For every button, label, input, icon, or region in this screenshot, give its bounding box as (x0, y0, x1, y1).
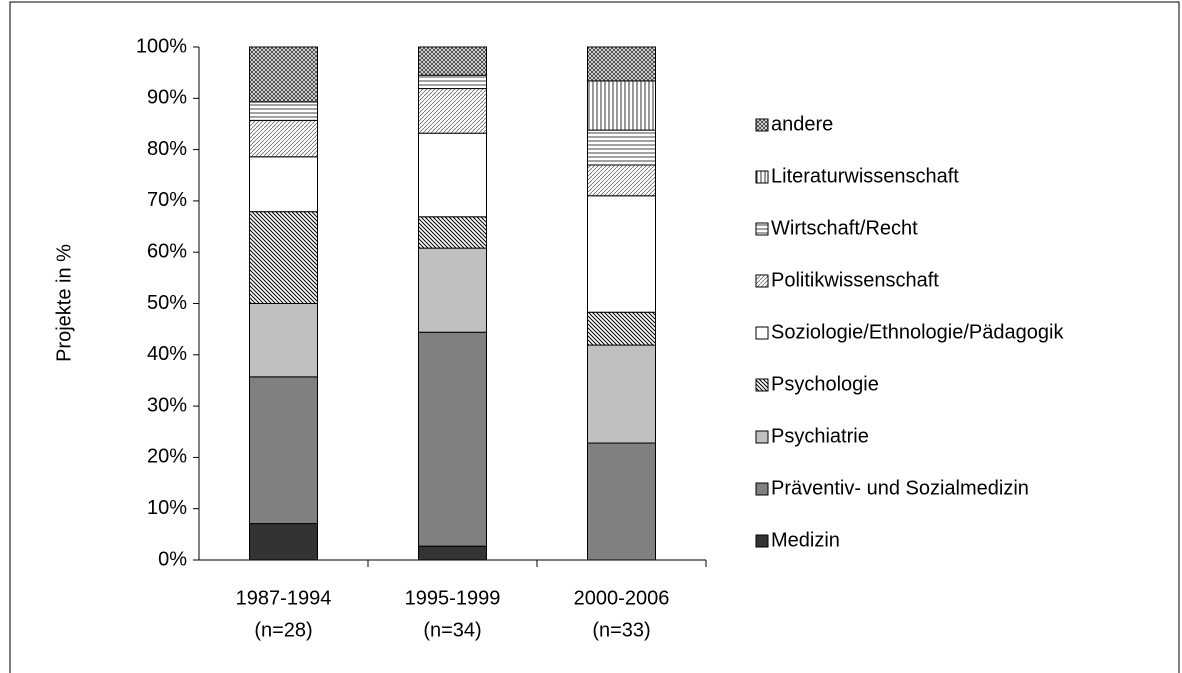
y-tick-label: 90% (147, 87, 187, 109)
bar-segment (418, 216, 487, 249)
bar-segment (249, 156, 318, 213)
bar-segment (587, 195, 656, 313)
legend-swatch (755, 118, 769, 132)
x-tick-sublabel: (n=28) (254, 619, 312, 641)
bar-segment (249, 523, 318, 561)
bar-segment (587, 129, 656, 166)
bar-segment (249, 211, 318, 305)
legend-label: Wirtschaft/Recht (771, 217, 918, 239)
legend-label: Soziologie/Ethnologie/Pädagogik (771, 321, 1064, 343)
y-tick-label: 60% (147, 240, 187, 262)
x-tick-label: 2000-2006 (574, 587, 670, 609)
bar-segment (249, 101, 318, 121)
legend-label: Medizin (771, 529, 840, 551)
legend-swatch (755, 430, 769, 444)
bar-segment (249, 376, 318, 525)
legend-swatch (755, 170, 769, 184)
y-tick-label: 100% (136, 35, 187, 57)
legend-label: Psychiatrie (771, 425, 869, 447)
bar-segment (249, 119, 318, 158)
bar-segment (587, 344, 656, 444)
y-tick-label: 30% (147, 394, 187, 416)
bar-segment (587, 46, 656, 82)
bar-segment (418, 46, 487, 76)
legend-swatch (755, 326, 769, 340)
bar-segment (418, 132, 487, 218)
bar-segment (587, 80, 656, 131)
y-tick-label: 20% (147, 446, 187, 468)
legend-swatch (755, 378, 769, 392)
bar-segment (587, 311, 656, 346)
legend-swatch (755, 274, 769, 288)
legend-swatch (755, 534, 769, 548)
x-tick-sublabel: (n=33) (592, 619, 650, 641)
legend-label: Präventiv- und Sozialmedizin (771, 477, 1029, 499)
y-tick-label: 70% (147, 189, 187, 211)
x-tick-sublabel: (n=34) (423, 619, 481, 641)
bar-segment (418, 88, 487, 134)
bar-segment (587, 164, 656, 197)
x-tick-label: 1995-1999 (405, 587, 501, 609)
legend-label: Literaturwissenschaft (771, 165, 959, 187)
frame (9, 1, 1180, 673)
x-tick-label: 1987-1994 (236, 587, 332, 609)
bar-segment (418, 74, 487, 90)
y-tick-label: 10% (147, 497, 187, 519)
y-tick-label: 40% (147, 343, 187, 365)
legend-label: Psychologie (771, 373, 879, 395)
bar-segment (418, 247, 487, 333)
bar-segment (587, 442, 656, 561)
legend-swatch (755, 482, 769, 496)
legend-label: Politikwissenschaft (771, 269, 939, 291)
legend-label: andere (771, 113, 833, 135)
bar-segment (418, 545, 487, 561)
legend-swatch (755, 222, 769, 236)
bar-segment (249, 303, 318, 378)
y-tick-label: 50% (147, 292, 187, 314)
y-tick-label: 0% (158, 548, 187, 570)
y-axis-label: Projekte in % (53, 244, 75, 362)
bar-segment (418, 331, 487, 547)
bar-segment (249, 46, 318, 103)
y-tick-label: 80% (147, 138, 187, 160)
